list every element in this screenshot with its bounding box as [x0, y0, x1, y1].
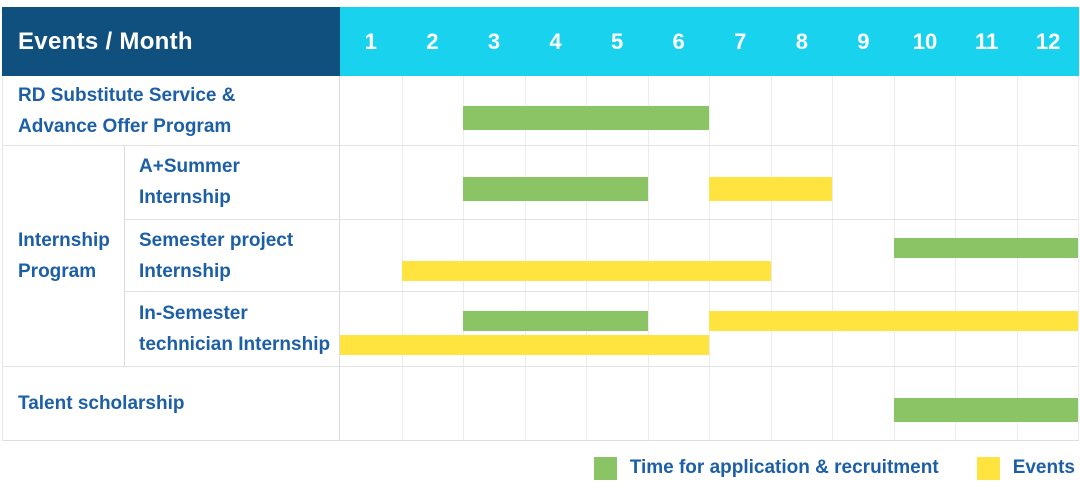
month-gridline: [709, 76, 710, 145]
gantt-table: Events / Month 1 2 3 4 5 6 7 8 9 10 11 12 RD Substi…: [2, 7, 1079, 441]
row-chart-a-summer: [340, 146, 1079, 219]
gantt-bar-recruitment: [463, 105, 709, 130]
month-gridline: [955, 76, 956, 145]
row-chart-rd-substitute: [340, 76, 1079, 145]
row-label-in-semester: In-Semester technician Internship: [125, 292, 340, 366]
month-gridline: [832, 219, 833, 292]
month-header-cell: 11: [974, 28, 999, 54]
legend-label-recruitment: Time for application & recruitment: [629, 457, 939, 478]
month-header-row: 1 2 3 4 5 6 7 8 9 10 11 12: [340, 7, 1079, 76]
month-gridline: [463, 219, 464, 292]
month-gridline: [463, 367, 464, 440]
table-row-in-semester: In-Semester technician Internship: [125, 292, 1079, 366]
month-header-cell: 8: [795, 28, 808, 54]
month-gridline: [1078, 146, 1079, 219]
month-header-cell: 5: [610, 28, 624, 54]
month-gridline: [647, 367, 649, 440]
legend-label-events: Events: [1012, 457, 1075, 478]
month-gridline: [770, 76, 772, 145]
month-gridline: [586, 367, 587, 440]
month-gridline: [893, 76, 895, 145]
row-label-rd-substitute: RD Substitute Service & Advance Offer Pr…: [3, 76, 340, 145]
month-gridline: [832, 76, 833, 145]
month-gridline: [1078, 367, 1079, 440]
month-gridline: [1078, 292, 1079, 366]
events-swatch-icon: [976, 456, 1000, 480]
gantt-bar-events: [401, 261, 771, 282]
month-gridline: [401, 146, 403, 219]
month-gridline: [893, 146, 895, 219]
gantt-bar-recruitment: [463, 310, 648, 331]
row-label-a-summer: A+Summer Internship: [125, 146, 340, 219]
month-gridline: [1078, 219, 1079, 292]
table-row-a-summer: A+Summer Internship: [125, 146, 1079, 220]
month-header-cell: 7: [734, 28, 747, 54]
month-gridline: [709, 219, 710, 292]
gantt-bar-events: [340, 335, 709, 356]
month-gridline: [955, 146, 956, 219]
row-chart-talent-scholarship: [340, 367, 1079, 440]
month-gridline: [401, 367, 403, 440]
row-chart-in-semester: [340, 292, 1079, 366]
month-header-cell: 10: [912, 28, 938, 54]
gantt-bar-events: [709, 177, 832, 202]
month-header-cell: 3: [487, 28, 501, 54]
month-header-cell: 6: [672, 28, 685, 54]
month-header-cell: 9: [857, 28, 870, 54]
month-gridline: [832, 146, 833, 219]
legend: Time for application & recruitment Event…: [0, 451, 1075, 485]
month-gridline: [770, 219, 772, 292]
group-label-internship-program: Internship Program: [3, 146, 125, 366]
month-gridline: [401, 76, 403, 145]
gantt-bar-recruitment: [893, 237, 1078, 258]
month-gridline: [647, 219, 649, 292]
month-gridline: [1078, 76, 1079, 145]
row-label-talent-scholarship: Talent scholarship: [3, 367, 340, 440]
corner-title: Events / Month: [18, 27, 193, 55]
month-gridline: [401, 292, 403, 366]
month-gridline: [647, 292, 649, 366]
table-row-rd-substitute: RD Substitute Service & Advance Offer Pr…: [3, 76, 1079, 146]
gantt-bar-recruitment: [893, 398, 1078, 423]
month-header-cell: 12: [1035, 28, 1061, 54]
month-gridline: [709, 367, 710, 440]
month-gridline: [524, 219, 526, 292]
month-gridline: [1016, 146, 1018, 219]
month-gridline: [770, 367, 772, 440]
group-rows: A+Summer Internship Semester project Int…: [125, 146, 1079, 366]
month-gridline: [1016, 76, 1018, 145]
table-header-row: Events / Month 1 2 3 4 5 6 7 8 9 10 11 12: [2, 7, 1079, 76]
gantt-bar-events: [709, 310, 1078, 331]
row-chart-semester-project: [340, 219, 1079, 292]
month-header-cell: 4: [549, 28, 562, 54]
month-gridline: [586, 219, 587, 292]
legend-item-recruitment: Time for application & recruitment: [593, 456, 939, 480]
recruitment-swatch-icon: [593, 456, 617, 480]
month-gridline: [647, 146, 649, 219]
month-gridline: [832, 367, 833, 440]
table-row-semester-project: Semester project Internship: [125, 219, 1079, 293]
gantt-bar-recruitment: [463, 177, 648, 202]
row-label-semester-project: Semester project Internship: [125, 219, 340, 292]
table-row-talent-scholarship: Talent scholarship: [3, 367, 1079, 440]
legend-item-events: Events: [976, 456, 1075, 480]
month-header-cell: 2: [426, 28, 439, 54]
month-header-cell: 1: [364, 28, 377, 54]
month-gridline: [524, 367, 526, 440]
table-body: RD Substitute Service & Advance Offer Pr…: [2, 76, 1079, 441]
corner-cell: Events / Month: [2, 7, 340, 76]
month-gridline: [401, 219, 403, 292]
group-internship-program: Internship Program A+Summer Internship S…: [3, 146, 1079, 367]
